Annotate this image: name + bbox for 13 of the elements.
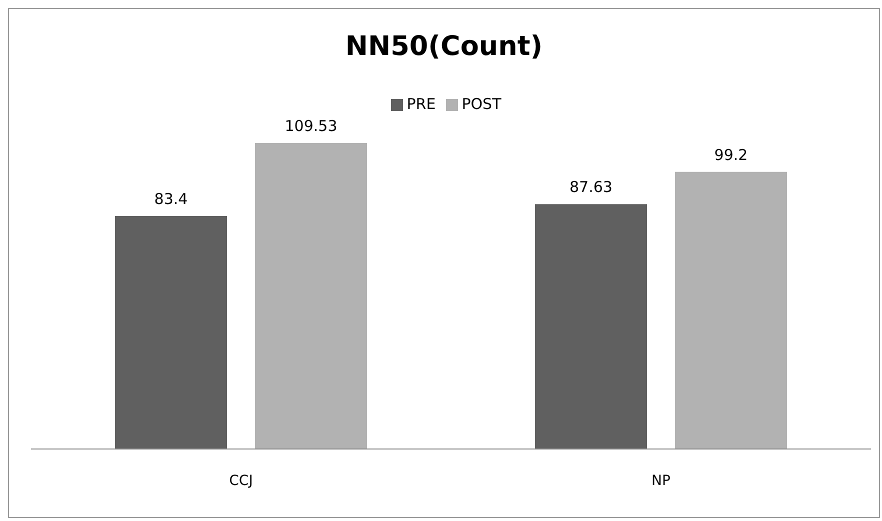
chart-title: NN50(Count) — [344, 30, 544, 64]
bar — [115, 216, 227, 449]
legend-label: POST — [462, 95, 502, 113]
x-tick-label: NP — [652, 472, 670, 489]
bar — [255, 143, 367, 449]
legend-label: PRE — [406, 95, 436, 113]
bar — [675, 172, 787, 449]
data-label: 87.63 — [570, 178, 612, 196]
data-label: 109.53 — [284, 117, 338, 135]
data-label: 99.2 — [714, 146, 748, 164]
bar — [535, 204, 647, 449]
x-tick-label: CCJ — [229, 472, 253, 489]
data-label: 83.4 — [154, 190, 188, 208]
